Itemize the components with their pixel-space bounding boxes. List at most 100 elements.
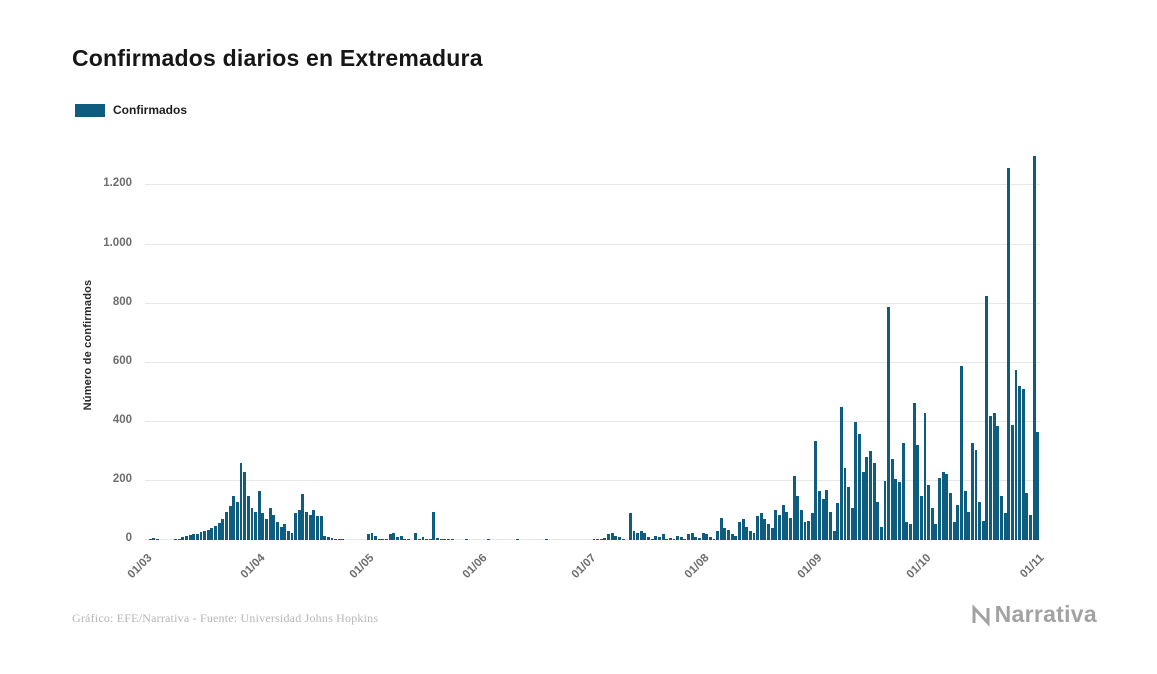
y-tick-label: 1.200 — [103, 177, 132, 190]
bar — [723, 528, 727, 540]
y-tick-label: 1.000 — [103, 236, 132, 249]
bar — [210, 528, 214, 540]
bar — [843, 467, 847, 540]
bar — [963, 491, 967, 540]
y-tick-label: 800 — [112, 295, 132, 308]
bar — [214, 525, 218, 540]
bar — [436, 537, 439, 540]
bar — [617, 537, 621, 540]
bar — [432, 511, 436, 540]
bar — [421, 537, 425, 540]
bar — [232, 495, 236, 540]
bar — [959, 365, 963, 540]
bar — [417, 538, 421, 540]
bar — [628, 513, 632, 540]
bar — [428, 539, 432, 540]
gridline — [145, 243, 1040, 245]
bar — [225, 511, 228, 540]
bar — [217, 522, 221, 540]
bar — [654, 535, 658, 540]
bar — [701, 532, 705, 540]
bar — [698, 537, 701, 540]
bar — [778, 514, 781, 540]
chart-title: Confirmados diarios en Extremadura — [72, 45, 483, 71]
bar — [275, 522, 279, 540]
bar — [388, 534, 392, 540]
bar — [847, 486, 851, 540]
bar — [181, 537, 185, 540]
bar — [716, 531, 720, 540]
bar — [938, 477, 942, 540]
legend-swatch — [75, 103, 105, 117]
bar — [981, 520, 985, 540]
x-tick-label: 01/09 — [795, 552, 825, 581]
bar — [257, 491, 261, 540]
bar — [919, 495, 923, 540]
bar — [1025, 492, 1029, 540]
bar — [195, 534, 199, 540]
bar — [861, 472, 865, 540]
bar — [290, 532, 294, 540]
bar — [941, 472, 945, 540]
bar — [399, 535, 403, 540]
gridline — [145, 479, 1040, 481]
bar — [607, 534, 610, 540]
bar — [366, 534, 370, 540]
bar — [978, 501, 982, 540]
x-tick-label: 01/11 — [1017, 552, 1047, 581]
bar — [246, 495, 250, 540]
bar — [970, 442, 974, 540]
x-tick-label: 01/10 — [904, 552, 934, 581]
bar — [909, 523, 912, 540]
bar — [999, 495, 1003, 540]
bar — [294, 513, 298, 540]
bar — [727, 529, 731, 540]
x-tick-label: 01/07 — [569, 552, 599, 581]
bar — [377, 538, 381, 540]
bar — [177, 538, 181, 540]
bar — [741, 519, 745, 540]
bar — [396, 537, 399, 540]
bar — [785, 511, 789, 540]
bar — [465, 538, 469, 540]
legend-label: Confirmados — [113, 103, 188, 117]
x-tick-label: 01/08 — [682, 552, 712, 581]
bar — [774, 510, 778, 540]
bar — [705, 534, 709, 540]
bar — [912, 402, 916, 540]
bar — [621, 538, 625, 540]
bar — [203, 531, 207, 540]
bar — [301, 494, 305, 540]
bar — [334, 538, 338, 540]
bar — [905, 522, 909, 540]
bar — [261, 513, 265, 540]
y-tick-label: 400 — [112, 413, 132, 426]
bar — [865, 457, 869, 540]
bar — [876, 501, 880, 540]
bar — [657, 537, 661, 540]
bar — [250, 507, 254, 540]
legend-item-confirmados[interactable]: Confirmados — [75, 103, 187, 117]
bar — [330, 537, 334, 540]
bar — [916, 445, 920, 540]
bar — [850, 507, 854, 540]
bar — [992, 412, 996, 540]
bar — [268, 507, 272, 540]
bar — [199, 532, 203, 540]
bar — [927, 485, 931, 540]
bar — [832, 531, 836, 540]
bar — [930, 507, 934, 540]
bar — [949, 492, 952, 540]
bar — [1003, 513, 1007, 540]
bar — [152, 537, 156, 540]
bar — [792, 476, 796, 540]
bar — [781, 504, 785, 540]
bar — [545, 539, 549, 540]
bar — [799, 510, 803, 540]
bar — [265, 519, 268, 540]
bar — [647, 537, 650, 540]
bar — [767, 523, 771, 540]
bar — [599, 538, 603, 540]
bar — [315, 516, 319, 540]
bar — [679, 537, 683, 540]
